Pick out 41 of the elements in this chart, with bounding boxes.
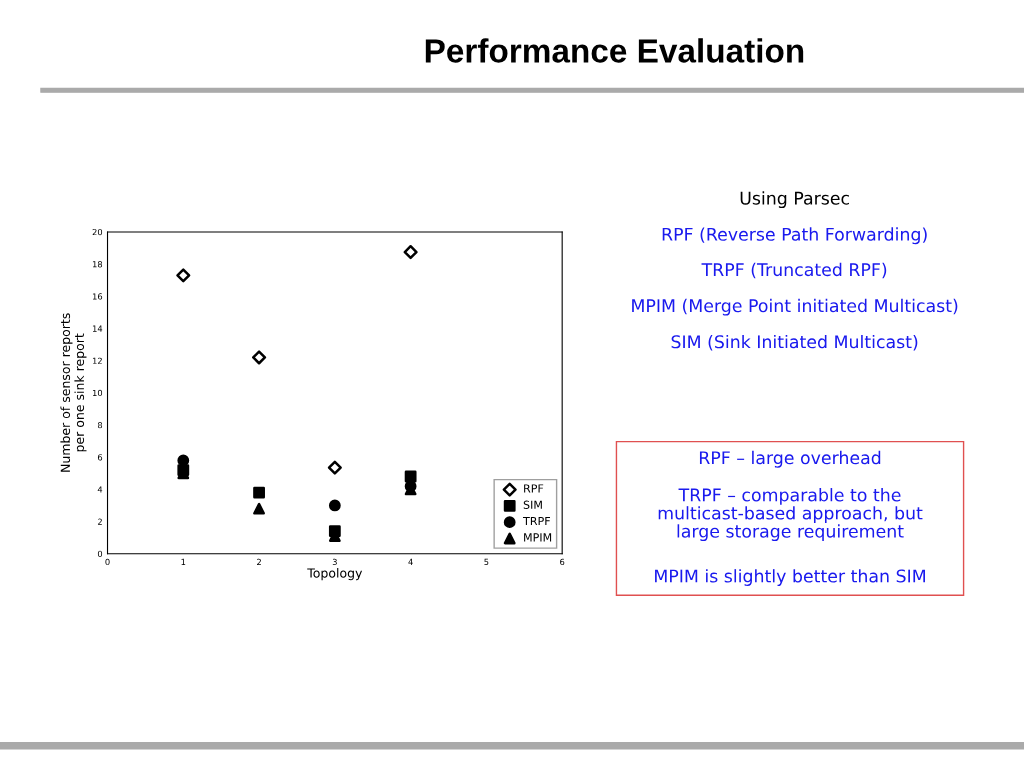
y-tick-label: 14 bbox=[92, 325, 103, 332]
text: RPF (Reverse Path Forwarding) bbox=[662, 227, 927, 245]
legend-label: MPIM bbox=[524, 533, 552, 542]
y-tick-label: 12 bbox=[92, 357, 102, 364]
y-axis-title: Number of sensor reports per one sink report bbox=[60, 313, 87, 472]
point bbox=[403, 244, 418, 260]
text: TRPF – comparable to the multicast-based approach, but large storage requirement bbox=[658, 488, 923, 542]
y-tick-label: 6 bbox=[97, 454, 103, 461]
text: SIM (Sink Initiated Multicast) bbox=[671, 334, 918, 351]
legend-label: TRPF bbox=[522, 517, 550, 526]
point bbox=[327, 460, 342, 475]
text: RPF – large overhead bbox=[699, 450, 881, 468]
point bbox=[176, 268, 191, 283]
y-tick-label: 18 bbox=[92, 261, 103, 268]
text: Using Parsec bbox=[740, 191, 849, 209]
y-tick-label: 8 bbox=[97, 421, 103, 429]
x-tick-label: 1 bbox=[181, 558, 186, 565]
point bbox=[404, 470, 417, 483]
point bbox=[252, 350, 267, 365]
x-tick-label: 2 bbox=[257, 558, 261, 565]
text: MPIM is slightly better than SIM bbox=[655, 569, 925, 586]
x-tick-label: 5 bbox=[484, 558, 489, 566]
y-tick-label: 2 bbox=[97, 518, 102, 525]
y-tick-label: 0 bbox=[97, 550, 103, 558]
chart-title: Performance Evaluation bbox=[425, 38, 804, 63]
x-tick-label: 0 bbox=[105, 558, 110, 566]
x-axis-title: Topology bbox=[307, 568, 363, 581]
legend-label: RPF bbox=[524, 484, 544, 493]
y-tick-label: 20 bbox=[92, 228, 103, 236]
y-tick-label: 10 bbox=[92, 389, 103, 397]
x-tick-label: 4 bbox=[408, 558, 413, 565]
y-tick-label: 4 bbox=[97, 486, 103, 493]
point bbox=[253, 486, 265, 499]
y-tick-label: 16 bbox=[92, 293, 103, 300]
point bbox=[253, 502, 265, 515]
x-tick-label: 3 bbox=[332, 558, 337, 566]
text: MPIM (Merge Point initiated Multicast) bbox=[632, 298, 958, 316]
point bbox=[328, 499, 341, 512]
text: TRPF (Truncated RPF) bbox=[701, 262, 887, 279]
x-tick-label: 6 bbox=[560, 558, 565, 566]
legend-label: SIM bbox=[523, 500, 542, 509]
